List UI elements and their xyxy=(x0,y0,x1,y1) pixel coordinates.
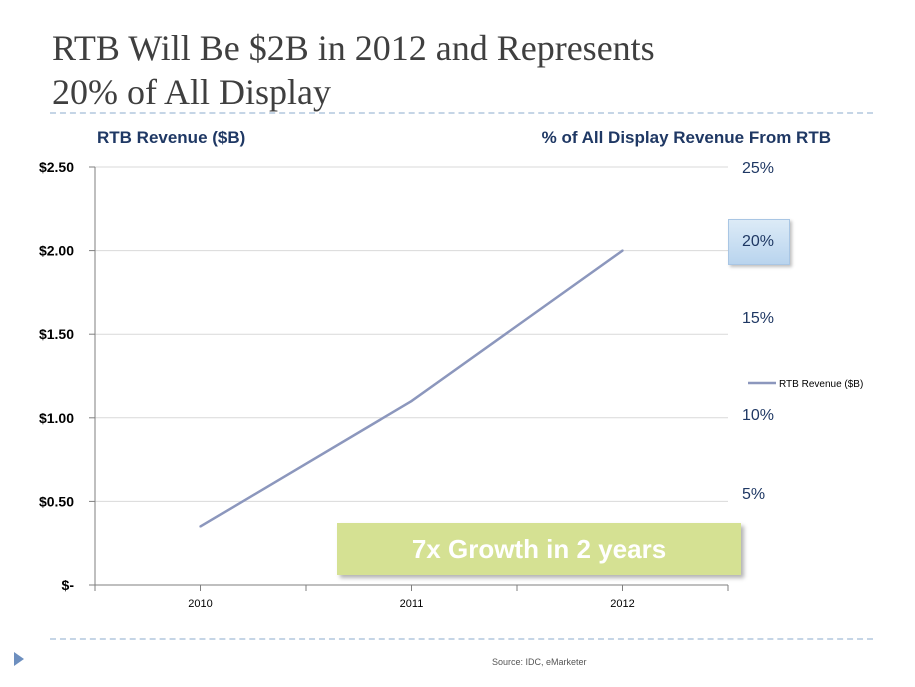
pct-label-10: 10% xyxy=(742,407,775,424)
source-note: Source: IDC, eMarketer xyxy=(492,657,587,667)
x-tick-label: 2012 xyxy=(610,598,634,610)
y-tick-label: $2.00 xyxy=(39,243,74,259)
top-divider xyxy=(50,112,873,114)
bullet-arrow-icon xyxy=(14,652,24,666)
x-tick-label: 2010 xyxy=(188,598,212,610)
bottom-divider xyxy=(50,638,873,640)
slide-title-line2: 20% of All Display xyxy=(52,72,331,112)
series-line xyxy=(199,249,624,528)
y-tick-label: $0.50 xyxy=(39,493,74,509)
y-tick-label: $1.00 xyxy=(39,410,74,426)
x-tick-label: 2011 xyxy=(400,598,424,610)
pct-label-20: 20% xyxy=(742,233,775,250)
left-axis-header: RTB Revenue ($B) xyxy=(97,128,246,147)
y-tick-label: $1.50 xyxy=(39,326,74,342)
pct-label-25: 25% xyxy=(742,160,775,177)
y-tick-label: $- xyxy=(62,577,75,593)
growth-callout: 7x Growth in 2 years xyxy=(337,523,741,575)
data-point xyxy=(410,399,413,403)
pct-label-5: 5% xyxy=(742,486,766,503)
data-point xyxy=(199,525,202,528)
right-axis-header: % of All Display Revenue From RTB xyxy=(541,128,831,147)
slide-title: RTB Will Be $2B in 2012 and Represents 2… xyxy=(52,26,872,114)
y-tick-label: $2.50 xyxy=(39,159,74,175)
slide-title-line1: RTB Will Be $2B in 2012 and Represents xyxy=(52,28,655,68)
pct-20-highlight-box xyxy=(728,219,790,265)
legend-label: RTB Revenue ($B) xyxy=(779,379,863,390)
pct-label-15: 15% xyxy=(742,310,775,327)
data-point xyxy=(621,249,624,252)
growth-callout-text: 7x Growth in 2 years xyxy=(411,533,667,564)
